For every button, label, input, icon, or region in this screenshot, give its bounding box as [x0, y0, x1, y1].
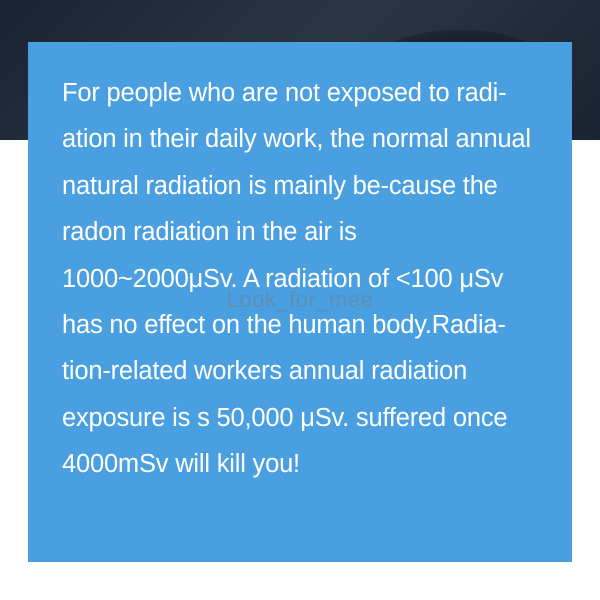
info-panel: For people who are not exposed to radi-a…	[28, 42, 572, 562]
info-body-text: For people who are not exposed to radi-a…	[62, 70, 538, 488]
